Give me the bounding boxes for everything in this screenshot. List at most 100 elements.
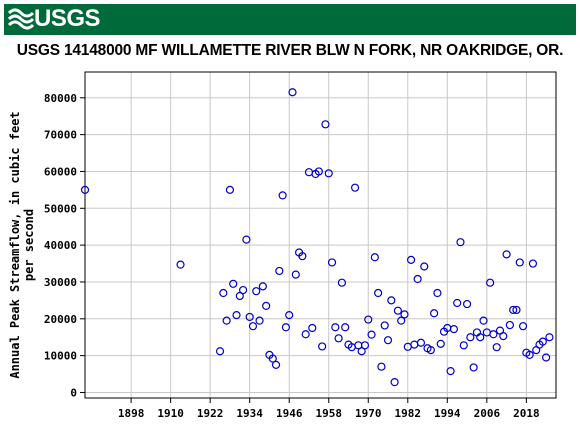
usgs-logo-text: USGS <box>34 5 101 32</box>
data-point <box>515 258 524 267</box>
x-tick-label: 1994 <box>434 407 461 420</box>
data-point <box>476 333 485 342</box>
data-point <box>238 285 248 295</box>
y-tick-label: 10000 <box>44 350 77 363</box>
data-point <box>370 253 379 262</box>
data-point <box>456 238 465 247</box>
x-tick-label: 1910 <box>157 407 184 420</box>
data-point <box>268 354 277 363</box>
data-point <box>413 274 422 284</box>
x-axis: 1898 1910 1922 1934 1946 1958 1970 1982 1994 2006… <box>118 398 540 420</box>
data-point <box>492 343 501 352</box>
data-point <box>426 346 435 355</box>
data-point <box>377 362 386 371</box>
data-point <box>469 363 478 372</box>
usgs-banner[interactable]: USGS <box>4 4 576 35</box>
data-point <box>360 341 370 350</box>
x-tick-label: 1970 <box>355 407 382 420</box>
data-point <box>262 301 271 311</box>
data-point <box>324 169 333 178</box>
data-point <box>176 260 185 269</box>
data-point <box>505 320 514 330</box>
data-point <box>459 341 468 350</box>
data-point <box>331 323 340 332</box>
data-point <box>327 258 337 267</box>
data-point <box>278 191 287 200</box>
data-point <box>255 316 264 325</box>
data-point <box>304 168 314 177</box>
data-point <box>232 311 241 320</box>
data-point <box>466 333 475 342</box>
data-point <box>222 316 231 325</box>
y-tick-label: 50000 <box>44 202 77 215</box>
data-point <box>387 296 396 305</box>
data-point <box>525 350 534 360</box>
data-point <box>288 88 297 97</box>
data-point <box>518 322 528 331</box>
data-point <box>489 330 498 339</box>
chart-title: USGS 14148000 MF WILLAMETTE RIVER BLW N … <box>16 42 564 59</box>
data-point <box>80 185 90 194</box>
data-point <box>215 347 225 356</box>
x-tick-label: 2018 <box>513 407 540 420</box>
data-point <box>337 278 347 287</box>
data-point <box>446 367 455 376</box>
data-point <box>298 252 307 261</box>
data-point <box>285 311 294 320</box>
y-tick-label: 20000 <box>44 313 77 326</box>
data-point <box>499 332 508 341</box>
data-point <box>545 333 554 342</box>
data-point <box>245 312 254 322</box>
data-point <box>281 323 291 332</box>
y-axis-label-line1: Annual Peak Streamflow, in cubic feet <box>8 111 22 378</box>
data-point <box>416 338 426 347</box>
data-point <box>252 287 261 296</box>
data-point <box>380 321 389 330</box>
data-point <box>538 337 547 346</box>
data-point <box>528 259 538 268</box>
data-point <box>397 316 406 325</box>
data-point <box>542 353 551 362</box>
plot-frame <box>84 71 557 399</box>
grid <box>85 72 556 398</box>
data-point <box>383 336 393 345</box>
y-tick-label: 80000 <box>44 92 77 105</box>
data-point <box>374 288 383 298</box>
y-axis-label-line2: per second <box>22 209 36 281</box>
data-point <box>406 255 416 264</box>
data-point <box>486 278 495 287</box>
x-tick-label: 2006 <box>474 407 501 420</box>
data-point <box>229 279 238 288</box>
y-axis: 0 10000 20000 30000 40000 50000 60000 70000 8000… <box>44 92 85 399</box>
data-point <box>479 316 488 325</box>
usgs-wave-icon <box>8 8 34 30</box>
data-point <box>390 378 399 387</box>
data-point <box>420 262 429 271</box>
data-point <box>364 315 373 324</box>
x-tick-label: 1958 <box>315 407 342 420</box>
data-point <box>436 339 445 348</box>
x-tick-label: 1922 <box>197 407 224 420</box>
y-tick-label: 30000 <box>44 276 77 289</box>
data-point <box>225 185 235 194</box>
data-point <box>291 270 300 279</box>
data-point <box>334 334 343 343</box>
data-point <box>433 288 442 298</box>
data-points <box>80 88 554 387</box>
x-tick-label: 1946 <box>276 407 303 420</box>
data-point <box>400 310 409 319</box>
data-point <box>321 120 330 129</box>
data-point <box>314 167 323 176</box>
data-point <box>449 325 458 334</box>
y-tick-label: 70000 <box>44 129 77 142</box>
data-point <box>350 183 360 192</box>
data-point <box>367 330 376 339</box>
y-tick-label: 60000 <box>44 165 77 178</box>
data-point <box>275 266 284 276</box>
data-point <box>318 342 327 351</box>
data-point <box>453 298 462 308</box>
data-point <box>410 340 419 349</box>
data-point <box>462 299 472 309</box>
data-point <box>242 235 251 244</box>
